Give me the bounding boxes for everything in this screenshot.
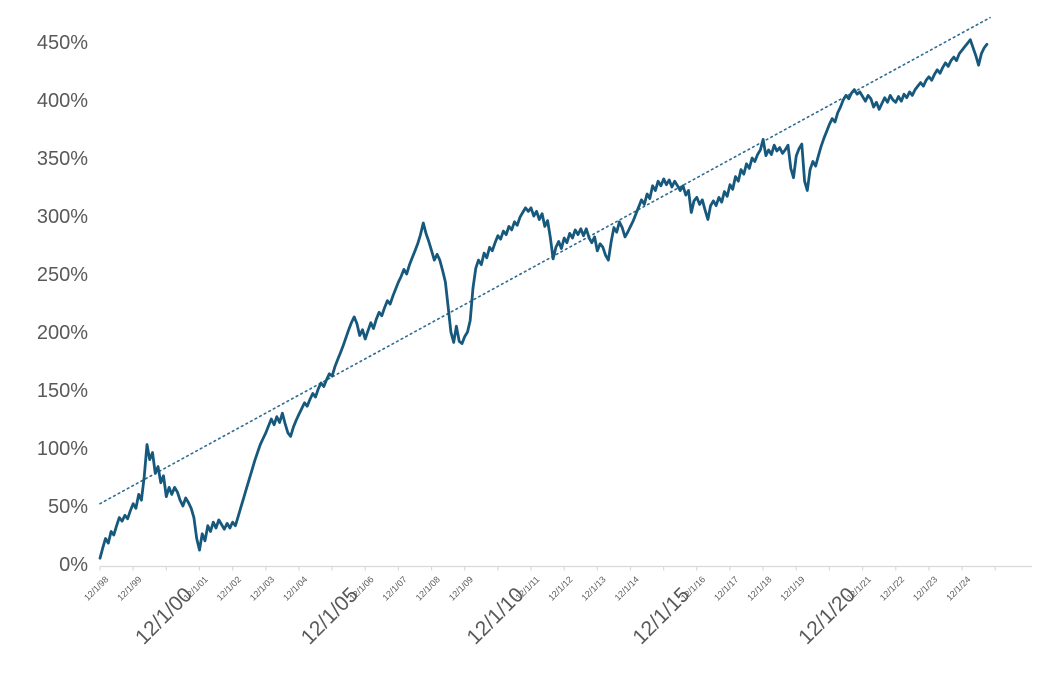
y-axis-label: 300% bbox=[37, 206, 88, 228]
x-axis-label: 12/1/99 bbox=[115, 574, 143, 602]
y-axis-label: 50% bbox=[48, 496, 88, 518]
series-line-cumulative-return bbox=[98, 38, 989, 560]
x-axis-label: 12/1/06 bbox=[347, 574, 375, 602]
x-axis-label: 12/1/01 bbox=[182, 574, 210, 602]
y-axis-label: 0% bbox=[59, 554, 88, 576]
y-axis-label: 350% bbox=[37, 148, 88, 170]
x-axis-label: 12/1/98 bbox=[82, 574, 110, 602]
x-axis-label: 12/1/08 bbox=[414, 574, 442, 602]
x-axis-label: 12/1/18 bbox=[745, 574, 773, 602]
y-axis-label: 200% bbox=[37, 322, 88, 344]
y-axis-label: 400% bbox=[37, 90, 88, 112]
x-axis-label: 12/1/24 bbox=[944, 574, 972, 602]
x-axis-label: 12/1/17 bbox=[712, 574, 740, 602]
x-axis-label: 12/1/02 bbox=[215, 574, 243, 602]
y-axis-label: 100% bbox=[37, 438, 88, 460]
x-axis-label: 12/1/09 bbox=[447, 574, 475, 602]
x-axis-label: 12/1/04 bbox=[281, 574, 309, 602]
y-axis-label: 250% bbox=[37, 264, 88, 286]
y-axis-label: 150% bbox=[37, 380, 88, 402]
x-axis-label: 12/1/07 bbox=[381, 574, 409, 602]
x-axis-label: 12/1/19 bbox=[778, 574, 806, 602]
x-axis-label: 12/1/23 bbox=[911, 574, 939, 602]
y-axis-label: 450% bbox=[37, 32, 88, 54]
x-axis-label: 12/1/22 bbox=[878, 574, 906, 602]
x-axis-label: 12/1/21 bbox=[845, 574, 873, 602]
x-axis-label: 12/1/16 bbox=[679, 574, 707, 602]
x-axis-label: 12/1/13 bbox=[579, 574, 607, 602]
x-axis-label: 12/1/11 bbox=[514, 574, 542, 602]
x-axis-label: 12/1/14 bbox=[613, 574, 641, 602]
x-axis-label: 12/1/12 bbox=[546, 574, 574, 602]
x-axis-label: 12/1/03 bbox=[248, 574, 276, 602]
